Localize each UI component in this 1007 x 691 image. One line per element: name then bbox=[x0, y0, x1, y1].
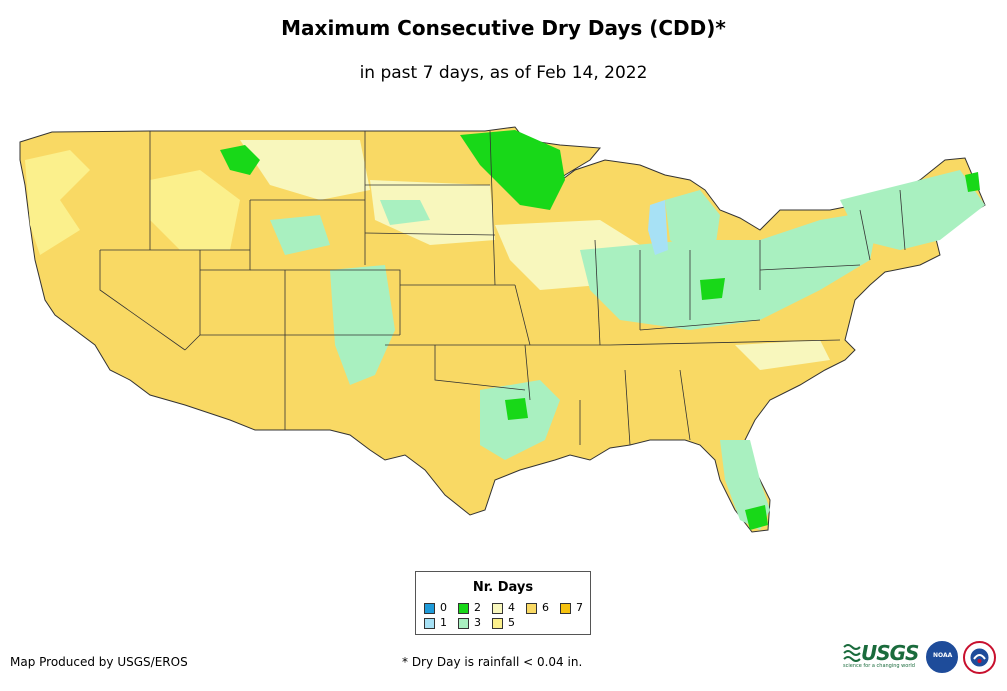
region-dakotas-pale bbox=[370, 180, 495, 245]
region-carolinas-pale bbox=[735, 340, 830, 370]
legend-label-3: 3 bbox=[474, 616, 481, 629]
region-texas-green bbox=[505, 398, 528, 420]
us-dry-days-map bbox=[19, 126, 986, 533]
map-subtitle: in past 7 days, as of Feb 14, 2022 bbox=[359, 63, 648, 83]
dry-day-footnote: * Dry Day is rainfall < 0.04 in. bbox=[402, 655, 583, 669]
legend-label-7: 7 bbox=[576, 601, 583, 614]
region-montana-green bbox=[220, 145, 260, 175]
region-northwest-light bbox=[25, 150, 90, 255]
noaa-wordmark: NOAA bbox=[933, 652, 953, 659]
noaa-logo: NOAA bbox=[926, 641, 958, 673]
legend-swatch-2 bbox=[458, 603, 469, 614]
region-florida-green bbox=[745, 505, 768, 530]
usgs-logo: USGS science for a changing world bbox=[843, 641, 919, 671]
legend-label-6: 6 bbox=[542, 601, 549, 614]
region-minnesota-green bbox=[460, 130, 565, 210]
map-title: Maximum Consecutive Dry Days (CDD)* bbox=[281, 16, 726, 40]
legend-label-0: 0 bbox=[440, 601, 447, 614]
legend-label-1: 1 bbox=[440, 616, 447, 629]
nws-logo bbox=[963, 641, 996, 674]
state-borders bbox=[99, 130, 906, 446]
usgs-wave-icon bbox=[843, 644, 861, 662]
legend-label-4: 4 bbox=[508, 601, 515, 614]
region-dakota-mint bbox=[380, 200, 430, 225]
legend-swatch-1 bbox=[424, 618, 435, 629]
us-outline bbox=[19, 126, 986, 533]
region-michigan-mint bbox=[665, 190, 720, 255]
region-northeast-mint bbox=[840, 170, 985, 250]
region-idaho-light bbox=[150, 170, 240, 250]
map-credit: Map Produced by USGS/EROS bbox=[10, 655, 188, 669]
region-montana-pale bbox=[240, 140, 370, 200]
region-ohio-green bbox=[700, 278, 725, 300]
region-rockies-mint bbox=[330, 265, 395, 385]
region-ohio-valley-mint bbox=[580, 210, 880, 330]
legend-label-5: 5 bbox=[508, 616, 515, 629]
usgs-wordmark: USGS bbox=[861, 641, 919, 665]
legend-label-2: 2 bbox=[474, 601, 481, 614]
legend-swatch-0 bbox=[424, 603, 435, 614]
region-northeast-green bbox=[965, 172, 980, 192]
usgs-tagline: science for a changing world bbox=[843, 663, 915, 669]
legend-swatch-4 bbox=[492, 603, 503, 614]
region-texas-east-mint bbox=[480, 380, 560, 460]
legend-title: Nr. Days bbox=[472, 580, 534, 595]
lake-michigan bbox=[648, 200, 668, 255]
legend-swatch-3 bbox=[458, 618, 469, 629]
map-legend: Nr. Days 0 1 2 3 4 5 6 7 bbox=[415, 571, 591, 635]
legend-swatch-5 bbox=[492, 618, 503, 629]
region-wyoming-mint bbox=[270, 215, 330, 255]
legend-swatch-6 bbox=[526, 603, 537, 614]
legend-swatch-7 bbox=[560, 603, 571, 614]
